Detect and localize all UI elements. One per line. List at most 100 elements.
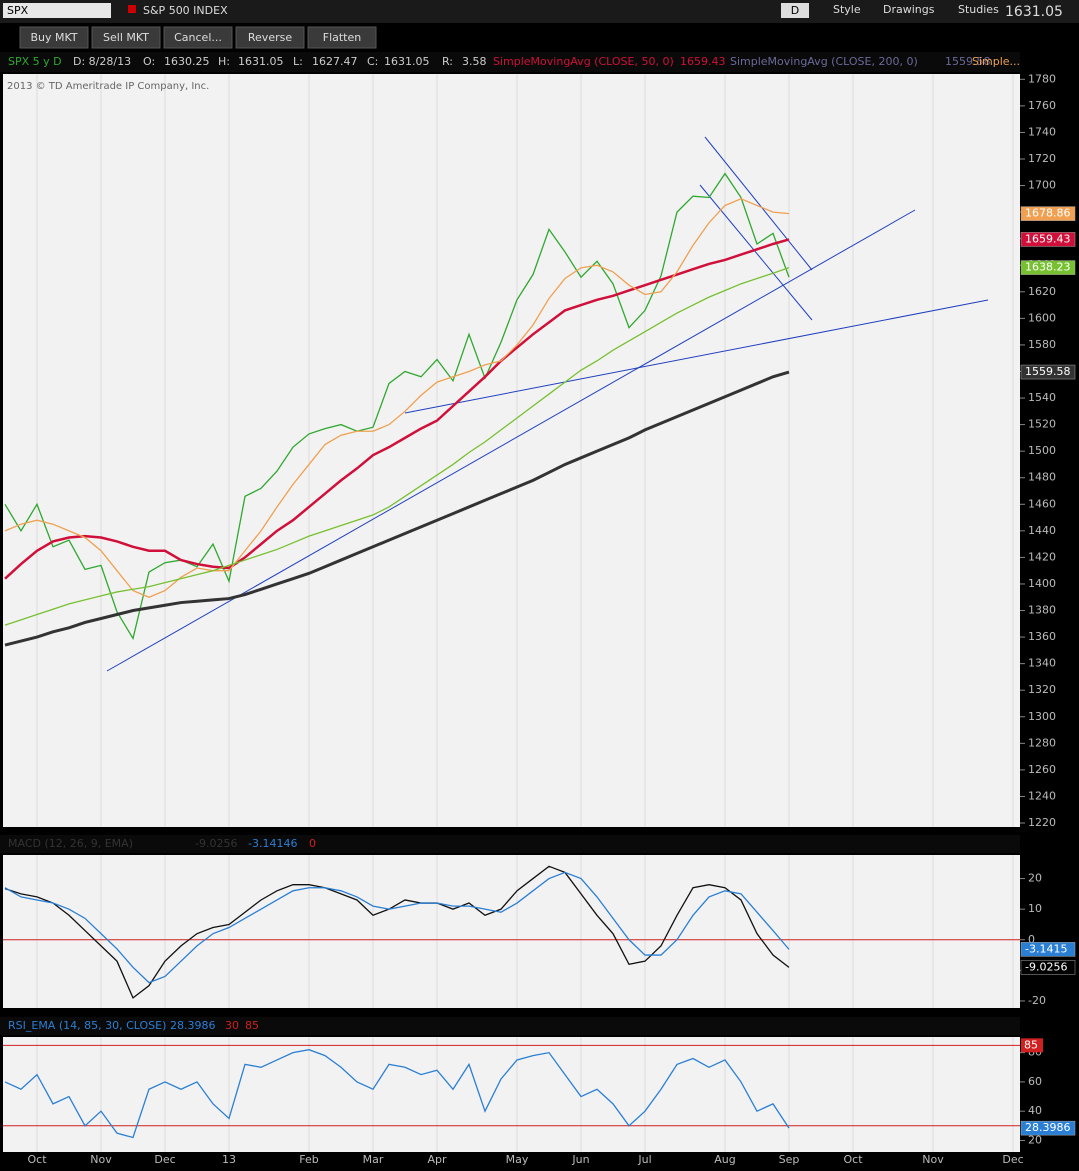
flag-icon bbox=[128, 5, 136, 13]
button-label: Reverse bbox=[248, 31, 292, 44]
series-line bbox=[4, 865, 790, 999]
x-tick-label: Dec bbox=[154, 1153, 175, 1166]
value-tag bbox=[1020, 260, 1076, 275]
value-tag bbox=[1020, 232, 1076, 247]
label: H: bbox=[218, 55, 230, 68]
value-tag-label: -9.0256 bbox=[1025, 960, 1067, 973]
button[interactable] bbox=[91, 26, 161, 49]
y-tick-label: 1780 bbox=[1028, 72, 1056, 85]
study-value: 0 bbox=[309, 837, 316, 850]
trend-line bbox=[404, 299, 989, 414]
last-price: 1631.05 bbox=[1005, 4, 1063, 20]
y-tick-label: 1260 bbox=[1028, 763, 1056, 776]
button[interactable] bbox=[235, 26, 305, 49]
x-tick-label: May bbox=[506, 1153, 529, 1166]
trend-line bbox=[704, 136, 813, 271]
label: C: bbox=[367, 55, 378, 68]
y-tick-label: 1320 bbox=[1028, 683, 1056, 696]
period-box[interactable] bbox=[781, 3, 809, 18]
y-tick-label: 1240 bbox=[1028, 789, 1056, 802]
study-name: Simple... bbox=[972, 55, 1020, 68]
series-line bbox=[4, 238, 790, 580]
open: 1630.25 bbox=[164, 55, 210, 68]
study-value: 1659.43 bbox=[680, 55, 726, 68]
close: 1631.05 bbox=[384, 55, 430, 68]
x-tick-label: Jul bbox=[637, 1153, 651, 1166]
style-menu[interactable]: Style bbox=[833, 3, 861, 16]
y-tick-label: 1300 bbox=[1028, 710, 1056, 723]
study-title: RSI_EMA (14, 85, 30, CLOSE) bbox=[8, 1019, 166, 1032]
y-tick-label: 1380 bbox=[1028, 604, 1056, 617]
y-tick-label: 1460 bbox=[1028, 497, 1056, 510]
y-tick-label: 1620 bbox=[1028, 285, 1056, 298]
x-tick-label: Apr bbox=[427, 1153, 447, 1166]
y-tick-label: 10 bbox=[1028, 902, 1042, 915]
study-value: 30 bbox=[225, 1019, 239, 1032]
value-tag-label: 1659.43 bbox=[1025, 232, 1071, 245]
study-value: 1559.58 bbox=[945, 55, 991, 68]
value-tag bbox=[1021, 1038, 1043, 1053]
x-tick-label: Sep bbox=[779, 1153, 800, 1166]
y-tick-label: 1360 bbox=[1028, 630, 1056, 643]
y-tick-label: 20 bbox=[1028, 872, 1042, 885]
drawings-menu[interactable]: Drawings bbox=[883, 3, 935, 16]
plot-area bbox=[3, 74, 1020, 827]
series-line bbox=[4, 266, 790, 626]
x-tick-label: 13 bbox=[222, 1153, 236, 1166]
value-tag bbox=[1020, 960, 1076, 975]
series-line bbox=[4, 1049, 790, 1139]
y-tick-label: 60 bbox=[1028, 1075, 1042, 1088]
y-tick-label: -20 bbox=[1028, 994, 1046, 1007]
x-tick-label: Nov bbox=[90, 1153, 112, 1166]
value-tag-label: 85 bbox=[1024, 1038, 1038, 1051]
study-value: -9.0256 bbox=[195, 837, 237, 850]
button-label: Flatten bbox=[323, 31, 362, 44]
x-tick-label: Aug bbox=[714, 1153, 735, 1166]
symbol: SPX bbox=[7, 4, 29, 17]
value-tag-label: 28.3986 bbox=[1025, 1121, 1071, 1134]
value-tag bbox=[1020, 206, 1076, 221]
y-tick-label: 1500 bbox=[1028, 444, 1056, 457]
x-tick-label: Jun bbox=[571, 1153, 589, 1166]
study-name: SimpleMovingAvg (CLOSE, 200, 0) bbox=[730, 55, 918, 68]
y-tick-label: 1740 bbox=[1028, 125, 1056, 138]
study-name: SimpleMovingAvg (CLOSE, 50, 0) bbox=[493, 55, 674, 68]
button[interactable] bbox=[19, 26, 89, 49]
button-label: Buy MKT bbox=[30, 31, 77, 44]
y-tick-label: 1440 bbox=[1028, 524, 1056, 537]
y-tick-label: 1420 bbox=[1028, 550, 1056, 563]
trend-line bbox=[699, 184, 813, 321]
plot-area bbox=[3, 855, 1020, 1008]
y-tick-label: 1220 bbox=[1028, 816, 1056, 829]
y-tick-label: 1580 bbox=[1028, 338, 1056, 351]
label: L: bbox=[293, 55, 303, 68]
plot-area bbox=[3, 1037, 1020, 1152]
value-tag-label: 1638.23 bbox=[1025, 261, 1071, 274]
value-tag-label: -3.1415 bbox=[1025, 942, 1067, 955]
high: 1631.05 bbox=[238, 55, 284, 68]
study-value: -3.14146 bbox=[248, 837, 297, 850]
series-line bbox=[4, 370, 790, 647]
button[interactable] bbox=[163, 26, 233, 49]
value-tag bbox=[1020, 364, 1076, 380]
y-tick-label: 40 bbox=[1028, 1104, 1042, 1117]
macd-header bbox=[0, 835, 1020, 853]
value-tag-label: 1559.58 bbox=[1025, 365, 1071, 378]
button[interactable] bbox=[307, 26, 377, 49]
quote-bar bbox=[0, 52, 1020, 72]
copyright: 2013 © TD Ameritrade IP Company, Inc. bbox=[7, 81, 209, 92]
studies-menu[interactable]: Studies bbox=[958, 3, 999, 16]
y-tick-label: 1700 bbox=[1028, 179, 1056, 192]
y-tick-label: 0 bbox=[1028, 933, 1035, 946]
y-tick-label: 1720 bbox=[1028, 152, 1056, 165]
y-tick-label: 1280 bbox=[1028, 736, 1056, 749]
label: O: bbox=[143, 55, 155, 68]
value-tag bbox=[1020, 1120, 1076, 1136]
x-tick-label: Nov bbox=[922, 1153, 944, 1166]
low: 1627.47 bbox=[312, 55, 358, 68]
study-value: 28.3986 bbox=[170, 1019, 216, 1032]
symbol-box[interactable] bbox=[3, 3, 111, 18]
series-line bbox=[4, 198, 790, 598]
x-tick-label: Feb bbox=[299, 1153, 318, 1166]
x-tick-label: Mar bbox=[363, 1153, 384, 1166]
